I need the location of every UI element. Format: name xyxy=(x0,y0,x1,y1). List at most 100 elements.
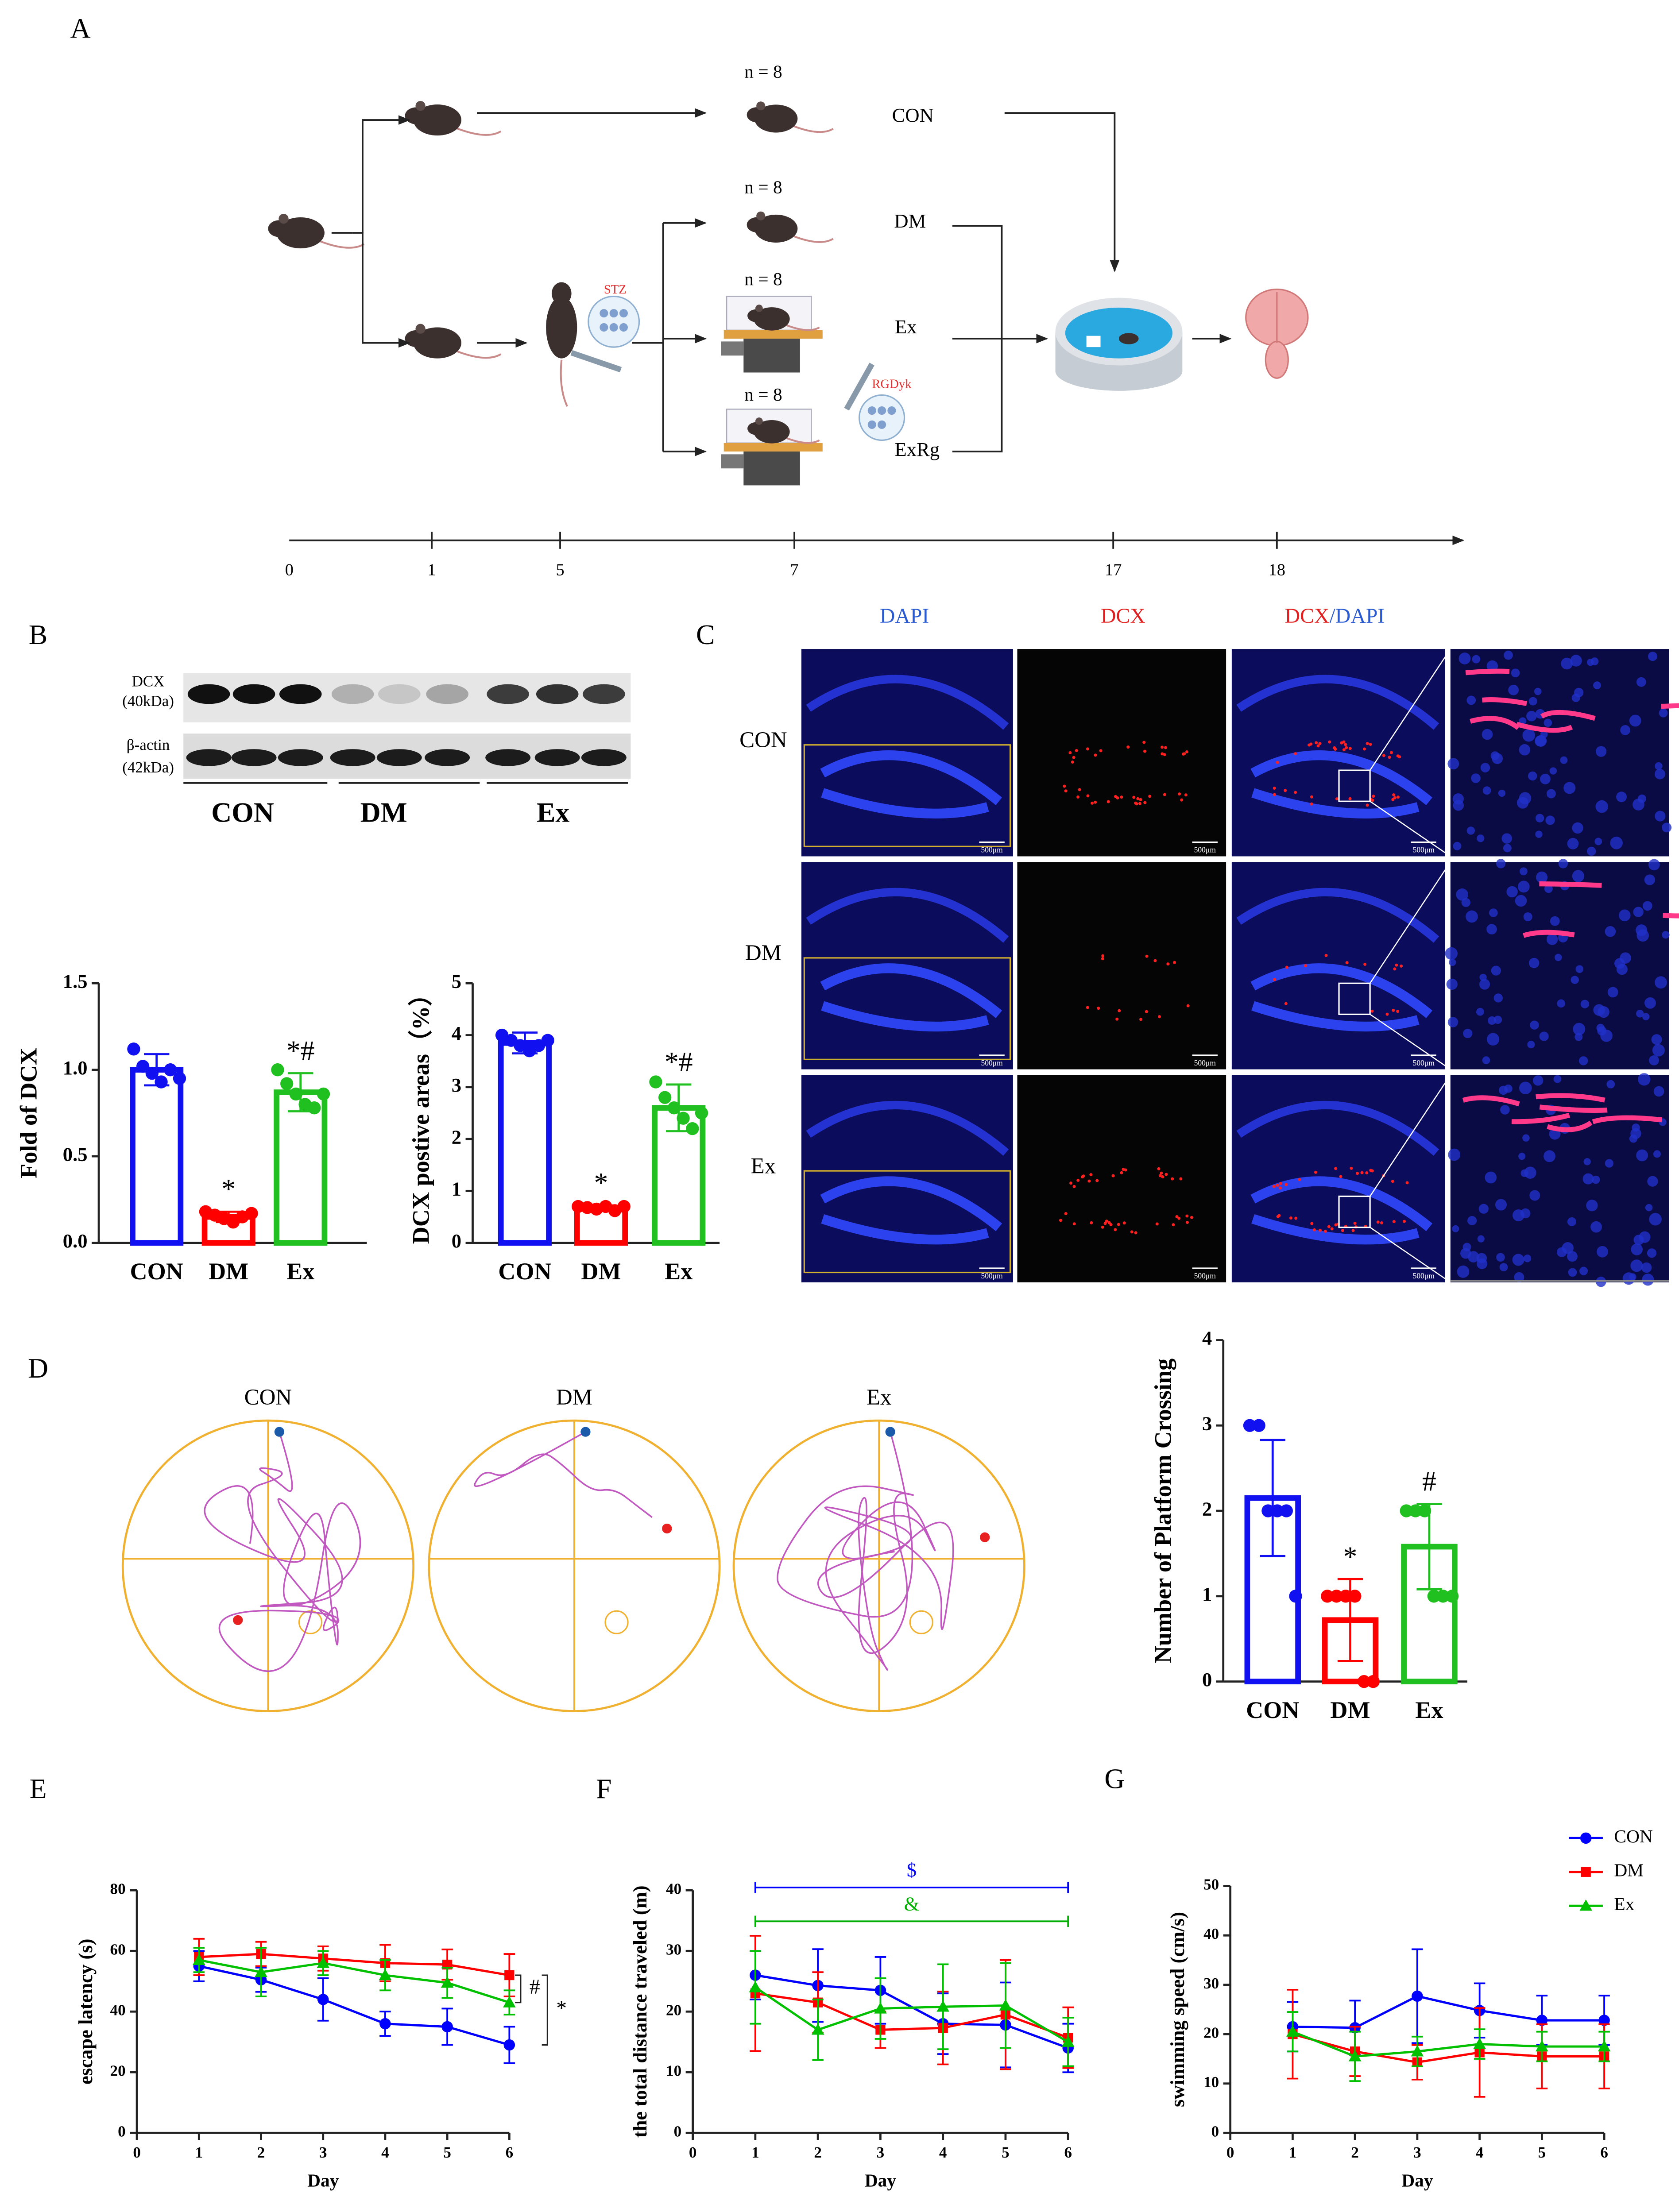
y-tick-label: 0.0 xyxy=(63,1230,88,1252)
dcx-signal xyxy=(1171,1177,1174,1181)
dcx-signal xyxy=(1094,800,1097,804)
data-point xyxy=(1321,1590,1334,1603)
nucleus xyxy=(1482,729,1493,740)
nucleus xyxy=(1540,730,1548,738)
scale-bar-label: 500μm xyxy=(1194,1058,1216,1067)
nucleus xyxy=(1596,1277,1606,1287)
dcx-signal xyxy=(1094,753,1097,757)
nucleus xyxy=(1528,697,1537,706)
blot-band xyxy=(485,749,531,766)
dcx-signal xyxy=(1111,1174,1115,1177)
marker xyxy=(1473,2038,1486,2049)
x-tick-label: Ex xyxy=(665,1258,692,1285)
scale-bar-label: 500μm xyxy=(1413,845,1435,854)
y-tick-label: 1 xyxy=(452,1178,461,1200)
dcx-signal xyxy=(1344,743,1347,746)
column-header: DAPI xyxy=(880,604,929,628)
dcx-signal xyxy=(1177,1216,1181,1220)
x-tick-label: DM xyxy=(581,1258,621,1285)
brain-stem xyxy=(1265,340,1289,379)
x-tick-label: 3 xyxy=(1413,2144,1421,2161)
tissue-layer xyxy=(806,675,1009,730)
dcx-signal xyxy=(1180,798,1184,802)
dcx-signal xyxy=(1388,756,1391,759)
data-point xyxy=(541,1034,554,1047)
data-point xyxy=(1436,1590,1450,1603)
dcx-signal xyxy=(1072,1222,1076,1226)
row-label: DM xyxy=(745,941,781,965)
zoom-box xyxy=(1338,1195,1371,1228)
dcx-signal xyxy=(1369,742,1372,746)
tissue-layer xyxy=(806,888,1009,943)
dcx-signal xyxy=(1072,756,1075,759)
data-point xyxy=(317,1087,330,1101)
dcx-signal xyxy=(1310,1222,1314,1225)
data-point xyxy=(1446,1590,1459,1603)
blot-band xyxy=(331,684,374,704)
nucleus xyxy=(1523,1255,1532,1262)
dcx-signal xyxy=(1392,793,1396,797)
x-tick-label: 4 xyxy=(381,2144,389,2161)
marker xyxy=(1412,1990,1423,2002)
blot-band xyxy=(232,684,275,704)
x-tick-label: 4 xyxy=(1476,2144,1484,2161)
nucleus xyxy=(1498,789,1506,797)
x-tick-label: 4 xyxy=(939,2144,947,2161)
y-tick-label: 0 xyxy=(118,2123,126,2140)
dcx-signal xyxy=(1323,1229,1327,1233)
blot-band xyxy=(581,749,627,766)
drug-dot xyxy=(609,309,618,318)
nucleus xyxy=(1649,1213,1662,1226)
nucleus xyxy=(1582,1173,1594,1185)
micrograph xyxy=(1017,1075,1226,1282)
nucleus xyxy=(1477,834,1485,842)
mouse-tail xyxy=(457,127,502,136)
dcx-signal xyxy=(1284,1002,1288,1005)
significance-mark: *# xyxy=(286,1035,315,1066)
y-axis-title: Number of Platform Crossing xyxy=(1150,1359,1176,1663)
nucleus xyxy=(1446,978,1458,990)
nucleus xyxy=(1631,1243,1643,1255)
y-tick-label: 40 xyxy=(666,1880,681,1897)
end-point xyxy=(980,1532,990,1542)
dcx-signal xyxy=(1086,794,1090,798)
nucleus xyxy=(1467,1216,1477,1225)
dcx-signal xyxy=(1122,1221,1126,1225)
nucleus xyxy=(1477,1235,1485,1243)
treadmill-panel xyxy=(721,341,744,356)
start-point xyxy=(580,1427,591,1437)
dcx-signal xyxy=(1158,1015,1161,1019)
drug-dot xyxy=(619,323,628,332)
dcx-signal xyxy=(1161,1175,1164,1179)
header-part: /DAPI xyxy=(1330,604,1385,628)
micrograph xyxy=(1450,649,1669,857)
nucleus xyxy=(1629,1273,1636,1281)
column-header: DCX/DAPI xyxy=(1285,604,1385,628)
data-point xyxy=(1418,1504,1431,1517)
group-size: n = 8 xyxy=(744,177,782,197)
dcx-signal xyxy=(1289,1216,1292,1220)
data-point xyxy=(1339,1590,1352,1603)
dcx-signal xyxy=(1101,1225,1104,1229)
y-tick-label: 20 xyxy=(1203,2024,1219,2041)
dcx-signal xyxy=(1324,954,1328,957)
row-label: Ex xyxy=(751,1154,776,1178)
marker xyxy=(192,1953,205,1965)
mouse-tail xyxy=(793,125,834,133)
dcx-signal xyxy=(1391,798,1395,801)
nucleus xyxy=(1556,1247,1567,1257)
timeline-label: 18 xyxy=(1269,561,1285,579)
x-tick-label: 6 xyxy=(506,2144,514,2161)
legend-marker xyxy=(1581,1867,1591,1877)
nucleus xyxy=(1595,746,1607,757)
nucleus xyxy=(1463,1029,1473,1038)
group-name: CON xyxy=(892,104,934,126)
dcx-signal xyxy=(1365,1171,1369,1175)
marker xyxy=(749,1981,762,1992)
drug-dot xyxy=(878,420,886,429)
y-tick-label: 10 xyxy=(1203,2073,1219,2091)
dcx-signal xyxy=(1348,747,1352,750)
dcx-signal xyxy=(1164,1173,1168,1176)
data-point xyxy=(686,1122,699,1135)
